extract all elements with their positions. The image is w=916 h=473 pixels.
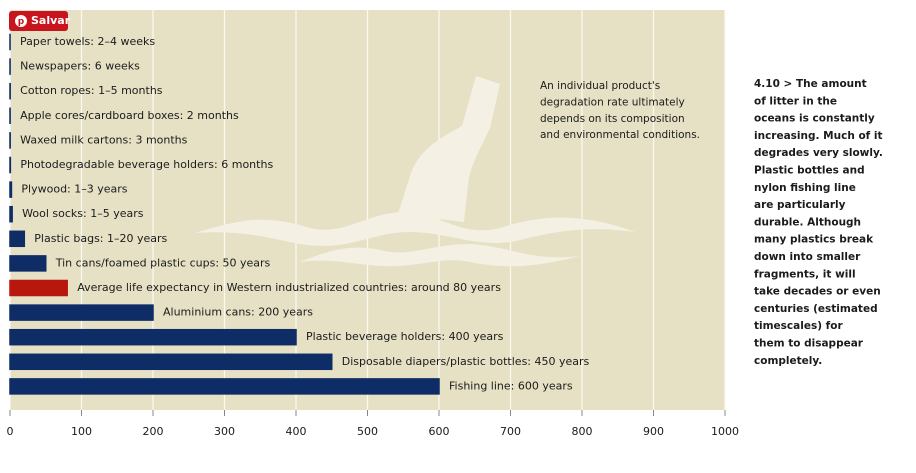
bar-label: Cotton ropes: 1–5 months	[20, 84, 163, 97]
caption-line: fragments, it will	[754, 268, 856, 280]
bar-label: Aluminium cans: 200 years	[163, 306, 313, 319]
bar	[9, 205, 13, 223]
bar-label: Plastic bags: 1–20 years	[34, 232, 167, 245]
caption-line: 4.10 > The amount	[754, 78, 867, 90]
bar-label: Paper towels: 2–4 weeks	[20, 35, 155, 48]
grid	[9, 10, 726, 410]
bar-label: Photodegradable beverage holders: 6 mont…	[20, 158, 273, 171]
save-button[interactable]: p Salvar	[9, 11, 71, 31]
annotation: degradation rate ultimately	[540, 96, 685, 108]
bar	[9, 304, 154, 321]
bar-label: Average life expectancy in Western indus…	[77, 281, 501, 294]
x-tick-label: 500	[357, 425, 378, 438]
caption-line: nylon fishing line	[754, 182, 856, 194]
bar-label: Disposable diapers/plastic bottles: 450 …	[342, 355, 590, 368]
caption-line: of litter in the	[754, 95, 837, 107]
save-button-label[interactable]: Salvar	[31, 14, 71, 27]
pin-glyph: p	[18, 17, 25, 27]
illustration	[195, 76, 635, 267]
caption-line: are particularly	[754, 199, 846, 211]
caption-line: timescales) for	[754, 320, 843, 332]
x-tick-label: 300	[214, 425, 235, 438]
bar-label: Fishing line: 600 years	[449, 379, 573, 392]
caption-line: many plastics break	[754, 234, 874, 246]
bar-label: Newspapers: 6 weeks	[20, 60, 140, 73]
x-tick-label: 200	[143, 425, 164, 438]
bar	[9, 255, 47, 272]
bar	[9, 279, 68, 297]
caption-line: Plastic bottles and	[754, 165, 865, 177]
annotation: and environmental conditions.	[540, 129, 700, 141]
caption-line: down into smaller	[754, 251, 861, 263]
bar-label: Plastic beverage holders: 400 years	[306, 330, 504, 343]
x-tick-label: 600	[429, 425, 450, 438]
x-tick-label: 800	[572, 425, 593, 438]
annotation: depends on its composition	[540, 113, 685, 125]
x-tick-label: 900	[643, 425, 664, 438]
bar-label: Plywood: 1–3 years	[21, 183, 127, 196]
caption-line: increasing. Much of it	[754, 130, 883, 142]
bars: Paper towels: 2–4 weeks Newspapers: 6 wee…	[9, 33, 590, 395]
caption-line: them to disappear	[754, 338, 864, 350]
x-tick-label: 400	[286, 425, 307, 438]
bar	[9, 328, 297, 346]
x-tick-label: 1000	[711, 425, 739, 438]
caption-line: oceans is constantly	[754, 113, 875, 125]
bar	[9, 353, 333, 371]
bar-label: Apple cores/cardboard boxes: 2 months	[20, 109, 239, 122]
annotation: An individual product's	[540, 80, 660, 92]
x-tick-label: 700	[500, 425, 521, 438]
bar-label: Wool socks: 1–5 years	[22, 207, 144, 220]
bar	[9, 181, 13, 198]
pin-icon[interactable]	[15, 15, 27, 27]
caption-line: durable. Although	[754, 216, 861, 228]
x-tick-label: 0	[7, 425, 14, 438]
caption-line: centuries (estimated	[754, 303, 878, 315]
bar-label: Tin cans/foamed plastic cups: 50 years	[55, 256, 271, 269]
x-tick-label: 100	[71, 425, 92, 438]
bar	[9, 230, 26, 248]
bar	[9, 378, 440, 395]
bar-label: Waxed milk cartons: 3 months	[20, 133, 187, 146]
caption-line: completely.	[754, 355, 822, 367]
caption-line: degrades very slowly.	[754, 147, 883, 159]
caption-line: take decades or even	[754, 286, 881, 298]
